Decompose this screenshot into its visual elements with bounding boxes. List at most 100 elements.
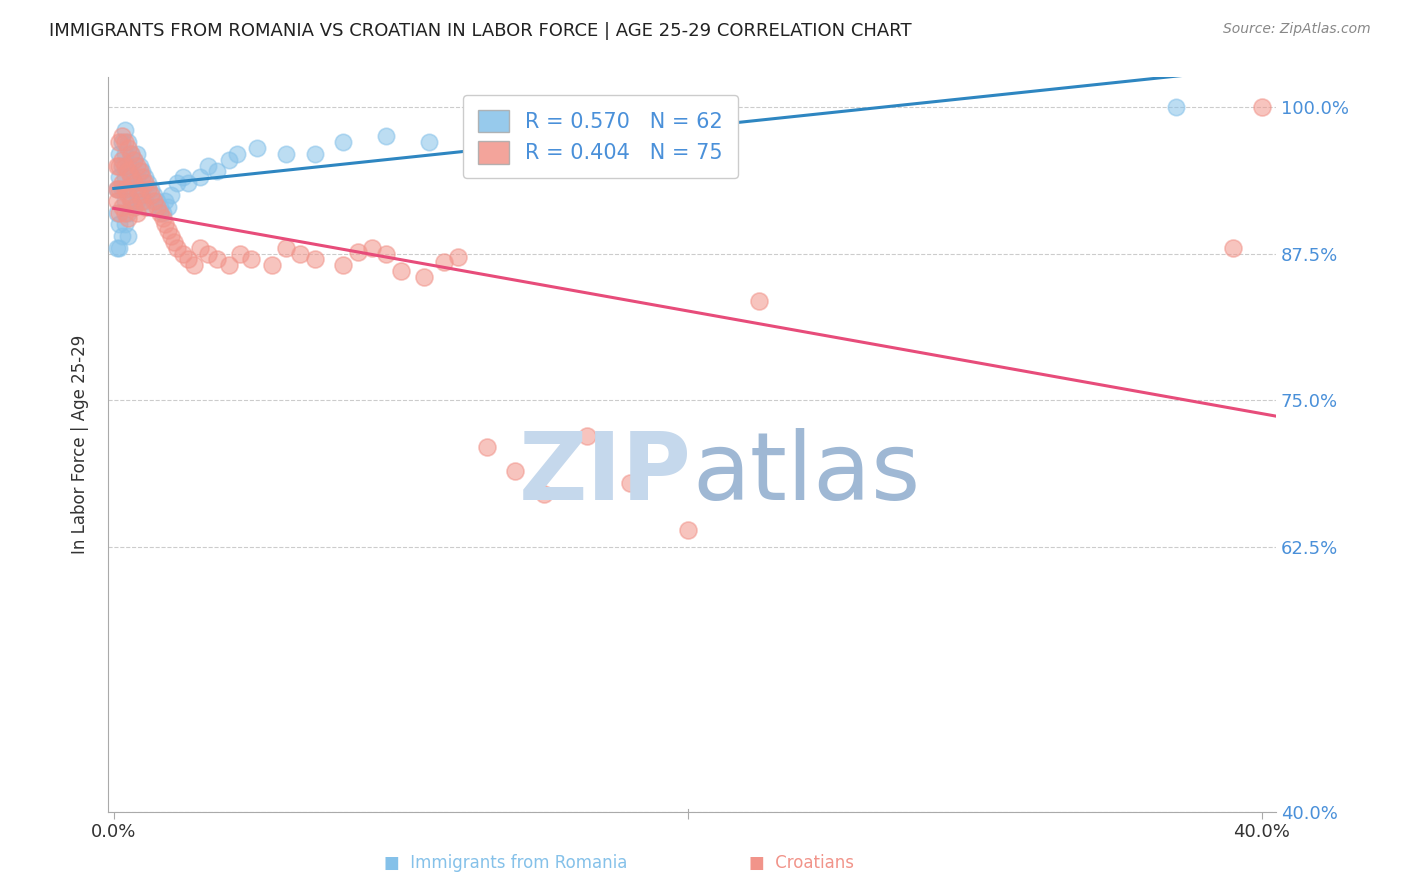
Point xyxy=(619,475,641,490)
Point xyxy=(117,182,139,196)
Point xyxy=(172,246,194,260)
Point xyxy=(111,182,134,196)
Point xyxy=(105,205,128,219)
Y-axis label: In Labor Force | Age 25-29: In Labor Force | Age 25-29 xyxy=(72,334,89,554)
Point xyxy=(108,217,131,231)
Point xyxy=(111,200,134,214)
Point xyxy=(139,182,162,196)
Point xyxy=(218,153,240,167)
Point xyxy=(188,241,211,255)
Point xyxy=(1222,241,1244,255)
Point xyxy=(304,252,326,267)
Point xyxy=(418,135,440,149)
Point xyxy=(105,159,128,173)
Point xyxy=(149,200,172,214)
Point xyxy=(142,187,165,202)
Point xyxy=(163,235,186,249)
Point xyxy=(136,182,159,196)
Point xyxy=(114,123,136,137)
Point xyxy=(332,135,354,149)
Point xyxy=(111,159,134,173)
Point xyxy=(117,211,139,226)
Point xyxy=(226,146,249,161)
Point xyxy=(134,200,156,214)
Point xyxy=(274,146,297,161)
Point xyxy=(111,176,134,190)
Point xyxy=(240,252,263,267)
Point xyxy=(122,200,145,214)
Point xyxy=(128,182,150,196)
Point xyxy=(412,270,434,285)
Point xyxy=(114,194,136,208)
Point xyxy=(122,153,145,167)
Point xyxy=(433,255,456,269)
Point xyxy=(290,246,312,260)
Text: ZIP: ZIP xyxy=(519,428,692,520)
Point xyxy=(122,176,145,190)
Legend: R = 0.570   N = 62, R = 0.404   N = 75: R = 0.570 N = 62, R = 0.404 N = 75 xyxy=(463,95,738,178)
Point xyxy=(197,246,219,260)
Point xyxy=(120,146,142,161)
Text: IMMIGRANTS FROM ROMANIA VS CROATIAN IN LABOR FORCE | AGE 25-29 CORRELATION CHART: IMMIGRANTS FROM ROMANIA VS CROATIAN IN L… xyxy=(49,22,912,40)
Point xyxy=(131,187,153,202)
Point xyxy=(125,146,148,161)
Point xyxy=(125,182,148,196)
Text: Source: ZipAtlas.com: Source: ZipAtlas.com xyxy=(1223,22,1371,37)
Point xyxy=(246,141,269,155)
Point xyxy=(120,170,142,185)
Point xyxy=(375,246,398,260)
Point xyxy=(152,211,174,226)
Point xyxy=(229,246,252,260)
Point xyxy=(117,229,139,244)
Point xyxy=(131,194,153,208)
Point xyxy=(108,159,131,173)
Point xyxy=(120,146,142,161)
Point xyxy=(676,523,699,537)
Point xyxy=(155,194,177,208)
Point xyxy=(146,194,169,208)
Point xyxy=(136,200,159,214)
Point xyxy=(120,194,142,208)
Point xyxy=(361,241,384,255)
Point xyxy=(205,252,228,267)
Point xyxy=(375,129,398,144)
Point xyxy=(105,182,128,196)
Point xyxy=(117,187,139,202)
Point xyxy=(134,170,156,185)
Point xyxy=(218,258,240,272)
Text: ■  Immigrants from Romania: ■ Immigrants from Romania xyxy=(384,855,628,872)
Point xyxy=(117,164,139,178)
Text: ■  Croatians: ■ Croatians xyxy=(749,855,853,872)
Point xyxy=(108,135,131,149)
Point xyxy=(114,205,136,219)
Point xyxy=(274,241,297,255)
Point xyxy=(114,135,136,149)
Point xyxy=(177,252,200,267)
Point xyxy=(346,245,368,260)
Point xyxy=(1164,100,1187,114)
Point xyxy=(139,187,162,202)
Point xyxy=(108,241,131,255)
Point xyxy=(125,159,148,173)
Point xyxy=(117,135,139,149)
Point xyxy=(160,229,183,244)
Point xyxy=(533,487,555,501)
Point xyxy=(447,250,470,264)
Point xyxy=(111,153,134,167)
Point xyxy=(114,182,136,196)
Point xyxy=(157,200,180,214)
Point xyxy=(475,123,498,137)
Point xyxy=(120,194,142,208)
Point xyxy=(166,176,188,190)
Point xyxy=(111,135,134,149)
Point xyxy=(125,170,148,185)
Point xyxy=(160,187,183,202)
Point xyxy=(108,146,131,161)
Point xyxy=(105,194,128,208)
Point xyxy=(505,464,527,478)
Point xyxy=(114,146,136,161)
Point xyxy=(131,164,153,178)
Point xyxy=(117,159,139,173)
Point xyxy=(157,223,180,237)
Point xyxy=(149,205,172,219)
